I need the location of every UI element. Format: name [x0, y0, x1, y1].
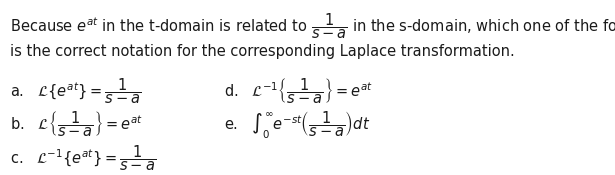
Text: e.   $\int_0^{\infty} e^{-st} \left(\dfrac{1}{s-a}\right) dt$: e. $\int_0^{\infty} e^{-st} \left(\dfrac… — [224, 110, 371, 141]
Text: c.   $\mathcal{L}^{-1}\{e^{at}\} = \dfrac{1}{s-a}$: c. $\mathcal{L}^{-1}\{e^{at}\} = \dfrac{… — [10, 143, 156, 173]
Text: Because $e^{at}$ in the t-domain is related to $\dfrac{1}{s-a}$ in the s-domain,: Because $e^{at}$ in the t-domain is rela… — [10, 12, 615, 41]
Text: a.   $\mathcal{L}\{e^{at}\} = \dfrac{1}{s-a}$: a. $\mathcal{L}\{e^{at}\} = \dfrac{1}{s-… — [10, 77, 141, 106]
Text: is the correct notation for the corresponding Laplace transformation.: is the correct notation for the correspo… — [10, 44, 515, 59]
Text: b.   $\mathcal{L}\left\{\dfrac{1}{s-a}\right\} = e^{at}$: b. $\mathcal{L}\left\{\dfrac{1}{s-a}\rig… — [10, 110, 143, 139]
Text: d.   $\mathcal{L}^{-1}\left\{\dfrac{1}{s-a}\right\} = e^{at}$: d. $\mathcal{L}^{-1}\left\{\dfrac{1}{s-a… — [224, 77, 373, 106]
